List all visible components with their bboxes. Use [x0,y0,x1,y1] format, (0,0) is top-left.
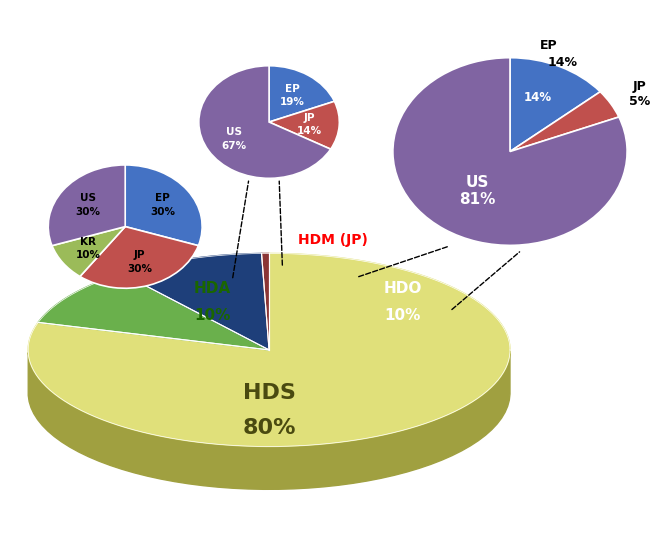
Text: 14%: 14% [297,126,323,136]
Text: HDO: HDO [384,281,422,296]
Text: US: US [226,127,242,137]
Text: EP: EP [540,39,558,52]
Text: 81%: 81% [459,192,495,208]
Text: 10%: 10% [194,308,230,322]
Wedge shape [269,66,335,122]
Polygon shape [122,253,269,350]
Wedge shape [269,101,339,149]
Text: HDA: HDA [194,281,230,296]
Wedge shape [199,66,331,178]
Text: 30%: 30% [127,264,152,274]
Text: KR: KR [80,237,96,247]
Text: 80%: 80% [243,418,296,438]
Text: HDM (JP): HDM (JP) [298,233,368,247]
Text: JP: JP [134,250,145,260]
Polygon shape [28,253,510,446]
Polygon shape [261,253,269,350]
Text: 10%: 10% [75,250,100,260]
Text: HDS: HDS [243,383,296,403]
Text: 30%: 30% [150,207,175,217]
Text: JP: JP [304,113,315,123]
Wedge shape [510,58,600,151]
Text: US: US [466,175,489,190]
Wedge shape [393,58,627,245]
Wedge shape [48,165,125,246]
Wedge shape [52,226,125,277]
Text: 67%: 67% [222,141,247,150]
Polygon shape [38,273,269,350]
Text: EP: EP [285,84,299,94]
Polygon shape [28,351,510,489]
Text: 14%: 14% [523,92,552,105]
Text: 30%: 30% [75,207,100,217]
Text: 19%: 19% [280,97,304,107]
Wedge shape [80,226,198,288]
Text: 10%: 10% [385,308,421,322]
Text: EP: EP [155,194,170,203]
Text: 5%: 5% [629,95,650,108]
Text: US: US [80,194,96,203]
Wedge shape [125,165,202,246]
Text: 14%: 14% [547,56,577,68]
Wedge shape [510,92,619,151]
Text: JP: JP [633,80,646,93]
